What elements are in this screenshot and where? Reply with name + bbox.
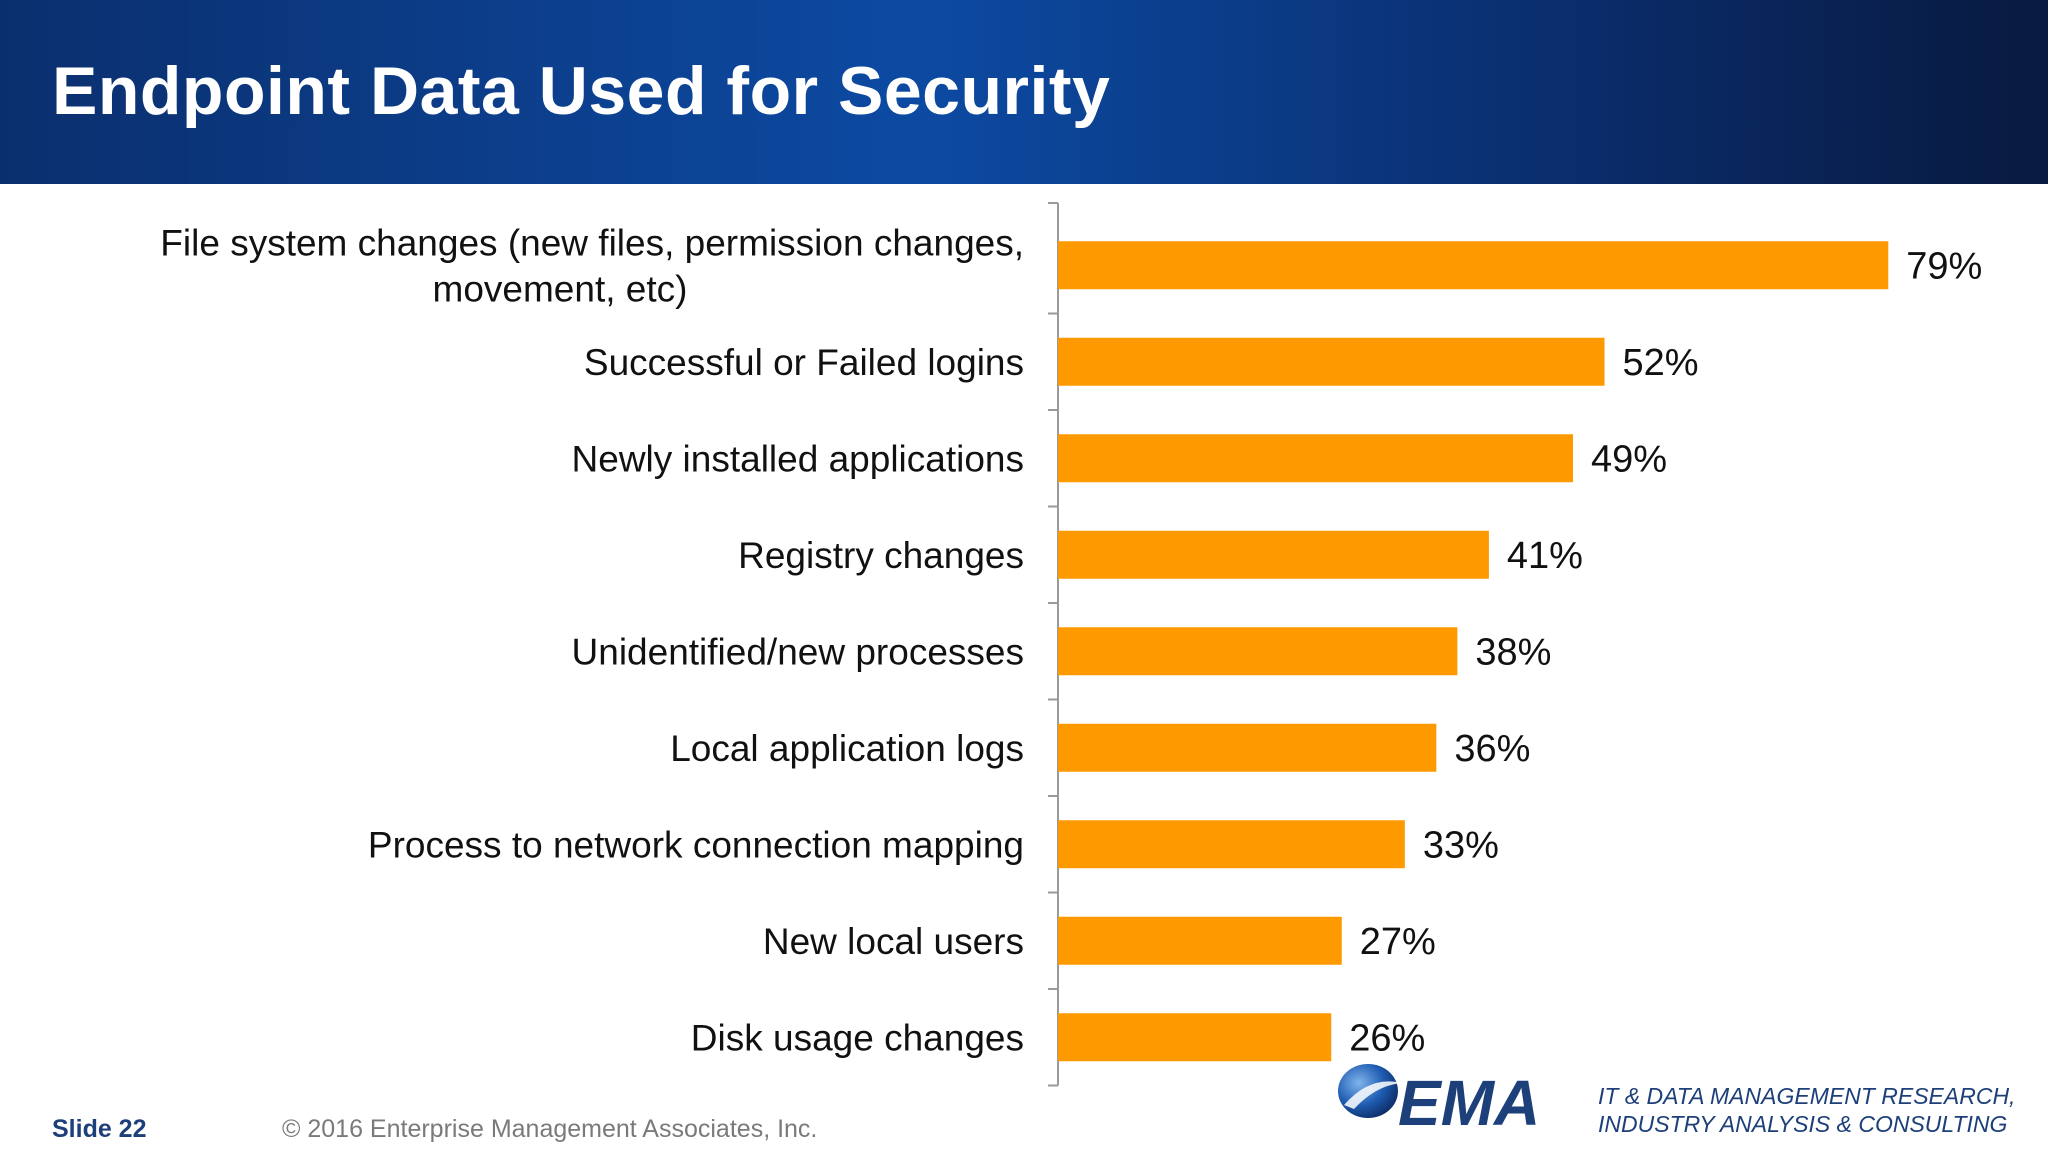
copyright-text: © 2016 Enterprise Management Associates,…: [282, 1115, 818, 1143]
title-banner: Endpoint Data Used for Security: [0, 0, 2048, 184]
category-label: Local application logs: [670, 728, 1024, 769]
bar: [1058, 1013, 1332, 1062]
category-label: New local users: [763, 921, 1024, 962]
data-label: 79%: [1906, 245, 1982, 287]
slide-title: Endpoint Data Used for Security: [52, 53, 1111, 129]
category-label: Unidentified/new processes: [572, 631, 1024, 672]
category-label: Process to network connection mapping: [368, 824, 1024, 865]
bar-chart: 79% File system changes (new files, permi…: [160, 202, 1982, 1087]
logo-text: EMA: [1398, 1067, 1540, 1135]
bar: [1058, 820, 1405, 869]
category-label: Registry changes: [738, 535, 1024, 576]
data-label: 26%: [1349, 1017, 1425, 1059]
slide-number: Slide 22: [52, 1115, 147, 1143]
data-label: 38%: [1475, 631, 1551, 673]
data-label: 27%: [1360, 921, 1436, 963]
bar: [1058, 241, 1889, 290]
company-tagline: IT & DATA MANAGEMENT RESEARCH, INDUSTRY …: [1598, 1082, 2015, 1138]
bar: [1058, 916, 1342, 965]
data-label: 33%: [1423, 824, 1499, 866]
bar: [1058, 723, 1437, 772]
category-label: Disk usage changes: [691, 1017, 1024, 1058]
data-label: 36%: [1454, 728, 1530, 770]
data-label: 52%: [1623, 342, 1699, 384]
tagline-line-1: IT & DATA MANAGEMENT RESEARCH,: [1598, 1083, 2016, 1109]
bar: [1058, 530, 1489, 579]
category-label: Successful or Failed logins: [584, 342, 1024, 383]
bar: [1058, 434, 1573, 483]
tagline-line-2: INDUSTRY ANALYSIS & CONSULTING: [1598, 1111, 2008, 1137]
data-label: 49%: [1591, 438, 1667, 480]
bar: [1058, 337, 1605, 386]
category-label: Newly installed applications: [572, 438, 1024, 479]
data-label: 41%: [1507, 535, 1583, 577]
category-label: File system changes (new files, permissi…: [160, 222, 1024, 263]
bar: [1058, 627, 1458, 676]
ema-logo: EMA: [1338, 1064, 1540, 1135]
category-label: movement, etc): [433, 268, 688, 309]
